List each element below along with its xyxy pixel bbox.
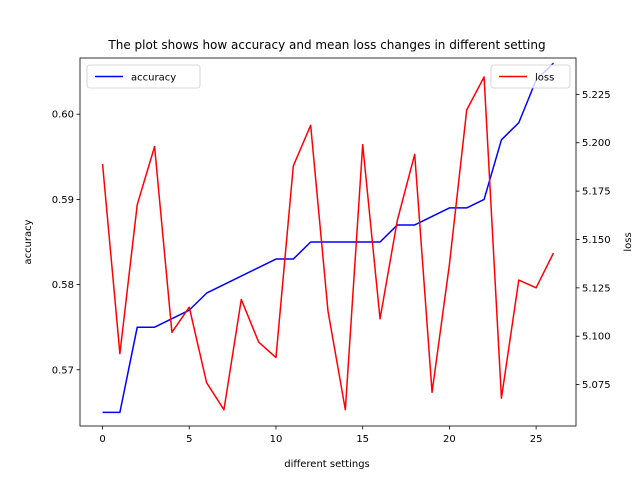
loss-point	[448, 263, 451, 266]
loss-point	[379, 317, 382, 320]
x-tick-label: 10	[270, 434, 283, 445]
y-left-tick-label: 0.58	[52, 280, 74, 291]
loss-point	[205, 381, 208, 384]
accuracy-point	[517, 121, 520, 124]
loss-point	[136, 203, 139, 206]
loss-point	[327, 310, 330, 313]
plot-frame	[79, 57, 577, 427]
loss-point	[257, 341, 260, 344]
accuracy-point	[257, 266, 260, 269]
y-axis-label-left: accuracy	[23, 219, 34, 264]
loss-point	[517, 279, 520, 282]
accuracy-point	[101, 411, 104, 414]
y-right-tick-label: 5.100	[582, 332, 611, 343]
y-right-tick-label: 5.175	[582, 187, 611, 198]
accuracy-point	[275, 258, 278, 261]
y-right-tick-label: 5.150	[582, 235, 611, 246]
loss-point	[465, 108, 468, 111]
loss-point	[188, 306, 191, 309]
loss-point	[500, 397, 503, 400]
chart-title: The plot shows how accuracy and mean los…	[107, 38, 545, 52]
loss-point	[309, 124, 312, 127]
plot-area: 0 5 10 15 20 25 0.57 0.58 0.59 0.60 5.075 5.100 5.12…	[52, 57, 611, 445]
y-left-tick-label: 0.59	[52, 195, 74, 206]
accuracy-point	[118, 411, 121, 414]
x-tick-label: 5	[186, 434, 192, 445]
y-right-tick-label: 5.125	[582, 283, 611, 294]
loss-point	[361, 143, 364, 146]
accuracy-point	[136, 326, 139, 329]
loss-legend-label: loss	[535, 73, 554, 84]
accuracy-point	[292, 258, 295, 261]
accuracy-point	[483, 198, 486, 201]
loss-point	[292, 165, 295, 168]
loss-point	[396, 219, 399, 222]
loss-point	[552, 252, 555, 255]
loss-point	[223, 408, 226, 411]
accuracy-point	[552, 62, 555, 65]
y-right-tick-label: 5.225	[582, 90, 611, 101]
accuracy-point	[223, 283, 226, 286]
loss-point	[240, 298, 243, 301]
accuracy-point	[431, 215, 434, 218]
accuracy-point	[448, 207, 451, 210]
loss-legend-box	[490, 64, 571, 89]
accuracy-point	[309, 241, 312, 244]
x-tick-label: 20	[443, 434, 456, 445]
y-left-tick-label: 0.60	[52, 110, 74, 121]
loss-point	[483, 76, 486, 79]
loss-point	[535, 286, 538, 289]
y-axis-label-right: loss	[623, 232, 634, 251]
accuracy-point	[465, 207, 468, 210]
loss-point	[118, 352, 121, 355]
loss-point	[431, 391, 434, 394]
y-right-tick-label: 5.200	[582, 138, 611, 149]
loss-point	[153, 145, 156, 148]
x-axis-label: different settings	[284, 459, 370, 470]
accuracy-point	[361, 241, 364, 244]
loss-point	[101, 163, 104, 166]
accuracy-point	[379, 241, 382, 244]
accuracy-point	[413, 224, 416, 227]
accuracy-legend-label: accuracy	[131, 73, 176, 84]
accuracy-point	[153, 326, 156, 329]
accuracy-line	[102, 62, 554, 414]
loss-point	[275, 356, 278, 359]
y-right-tick-label: 5.075	[582, 380, 611, 391]
accuracy-point	[327, 241, 330, 244]
x-tick-label: 0	[99, 434, 105, 445]
accuracy-point	[500, 138, 503, 141]
accuracy-point	[240, 275, 243, 278]
accuracy-point	[205, 292, 208, 295]
loss-point	[344, 408, 347, 411]
accuracy-legend-box	[86, 64, 201, 89]
y-left-tick-label: 0.57	[52, 365, 74, 376]
loss-point	[413, 153, 416, 156]
loss-point	[171, 331, 174, 334]
x-tick-label: 25	[530, 434, 543, 445]
loss-line	[101, 76, 555, 411]
x-tick-label: 15	[356, 434, 369, 445]
accuracy-point	[344, 241, 347, 244]
